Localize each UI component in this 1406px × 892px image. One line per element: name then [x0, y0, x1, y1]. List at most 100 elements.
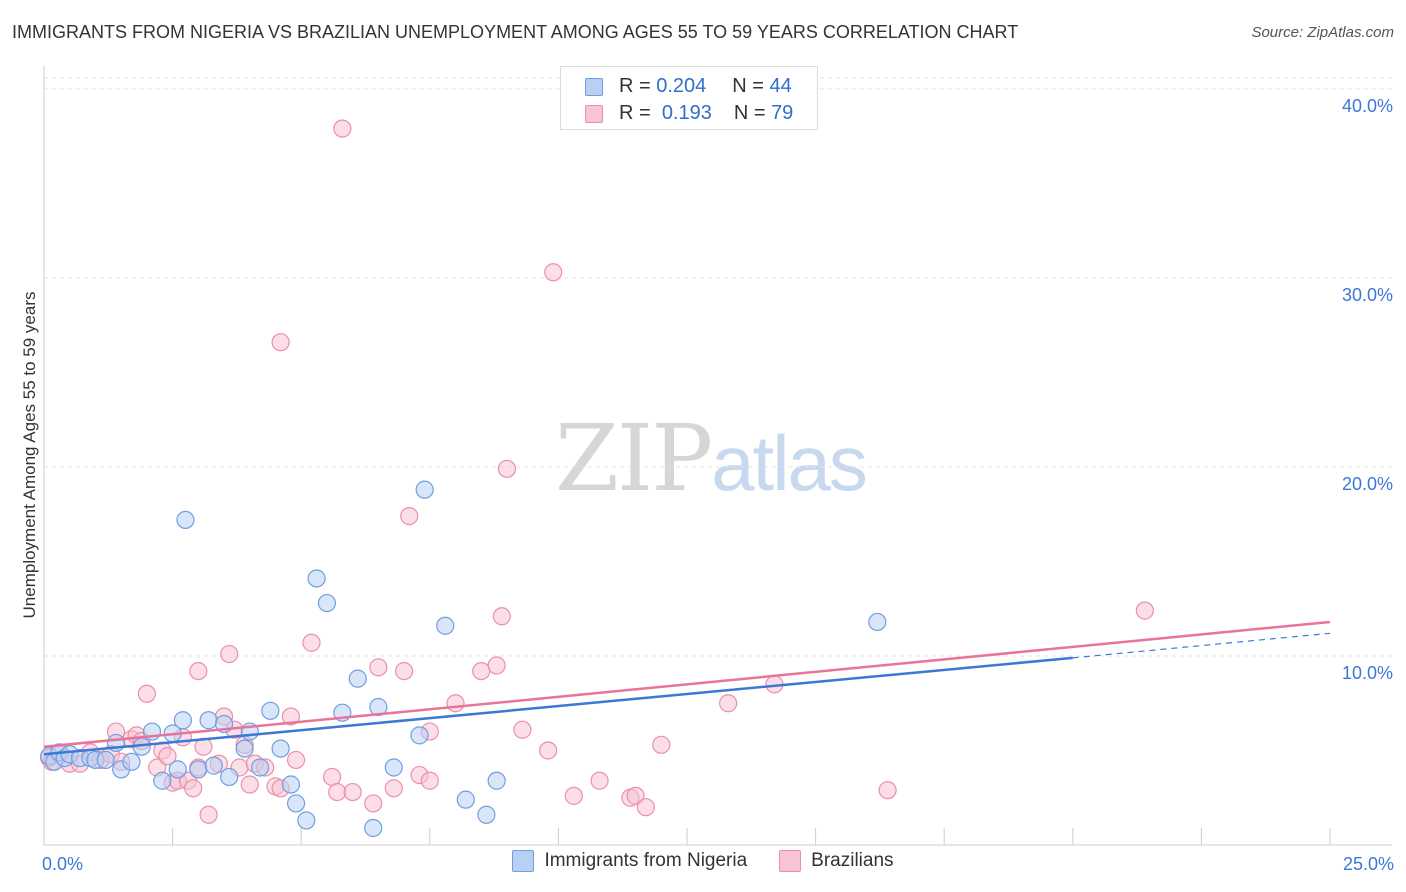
y-tick-label: 40.0% — [1342, 96, 1393, 116]
brazilians-point — [719, 694, 738, 713]
brazilians-point — [384, 779, 403, 798]
n-label: N = — [732, 75, 764, 97]
brazilians-point — [286, 750, 306, 770]
legend-label-brazilians: Brazilians — [811, 850, 894, 871]
nigeria-point — [176, 510, 195, 529]
brazilians-point — [564, 786, 583, 805]
legend-item-nigeria[interactable]: Immigrants from Nigeria — [512, 850, 747, 872]
brazilians-point — [636, 798, 655, 817]
n-value: 44 — [769, 75, 792, 97]
nigeria-point — [199, 711, 218, 730]
nigeria-point — [153, 771, 172, 790]
y-axis-label: Unemployment Among Ages 55 to 59 years — [20, 291, 39, 619]
nigeria-trend-line — [43, 656, 1073, 756]
brazilians-point — [281, 707, 301, 726]
brazilians-point — [328, 782, 347, 802]
y-tick-label: 10.0% — [1342, 663, 1393, 683]
brazilians-point — [189, 661, 208, 681]
brazilians-point — [400, 506, 419, 526]
trend-lines — [43, 620, 1331, 756]
brazilians-point — [333, 119, 352, 138]
nigeria-point — [364, 818, 383, 838]
stats-row-brazilians: R = 0.193 N = 79 — [585, 102, 793, 125]
brazilians-point — [394, 661, 414, 681]
r-value: 0.204 — [656, 75, 707, 97]
n-label: N = — [733, 102, 766, 124]
nigeria-point — [436, 616, 455, 635]
nigeria-point — [415, 480, 434, 499]
brazilians-point — [343, 782, 362, 802]
nigeria-point — [261, 701, 280, 720]
brazilians-point — [590, 771, 609, 790]
brazilians-point — [544, 263, 563, 282]
grid-lines — [44, 77, 1392, 657]
y-tick-label: 20.0% — [1342, 474, 1393, 494]
r-label: R = — [619, 102, 651, 124]
nigeria-point — [307, 569, 326, 588]
r-label: R = — [619, 75, 651, 97]
brazilians-point — [137, 684, 156, 703]
brazilians-point — [364, 794, 383, 813]
nigeria-point — [204, 756, 223, 775]
chart-title: IMMIGRANTS FROM NIGERIA VS BRAZILIAN UNE… — [12, 22, 1019, 42]
brazilians-point — [446, 694, 465, 713]
nigeria-point — [286, 794, 306, 813]
legend-label-nigeria: Immigrants from Nigeria — [544, 850, 748, 871]
brazilians-point — [513, 720, 532, 739]
brazilians-point — [652, 735, 671, 754]
watermark-atlas: atlas — [711, 419, 868, 507]
nigeria-point — [220, 767, 239, 787]
brazilians-point — [220, 644, 239, 664]
nigeria-point — [168, 760, 187, 779]
nigeria-point — [189, 760, 208, 779]
nigeria-point — [317, 593, 337, 613]
source-label: Source: ZipAtlas.com — [1251, 24, 1394, 41]
nigeria-point — [868, 612, 887, 632]
nigeria-point — [410, 726, 429, 745]
brazilians-legend-swatch — [779, 850, 802, 872]
brazilians-point — [539, 741, 558, 760]
watermark-zip: ZIP — [555, 405, 713, 512]
nigeria-swatch — [585, 77, 603, 96]
legend: Immigrants from Nigeria Brazilians — [0, 850, 1406, 872]
nigeria-point — [235, 739, 254, 758]
nigeria-point — [173, 711, 192, 730]
stats-row-nigeria: R = 0.204 N = 44 — [585, 75, 792, 98]
n-value: 79 — [771, 102, 794, 124]
brazilians-point — [302, 633, 321, 652]
nigeria-point — [477, 805, 496, 824]
stats-box: R = 0.204 N = 44 R = 0.193 N = 79 — [560, 66, 818, 130]
tick-labels: 10.0% 20.0% 30.0% 40.0% 0.0% 25.0% — [42, 96, 1394, 874]
brazilians-point — [492, 607, 511, 626]
nigeria-point — [96, 750, 115, 770]
nigeria-point — [456, 790, 475, 809]
x-tick-label: 0.0% — [42, 854, 83, 874]
nigeria-point — [348, 669, 367, 688]
nigeria-point — [297, 811, 316, 830]
nigeria-point — [250, 758, 270, 777]
nigeria-point — [384, 758, 403, 777]
brazilians-point — [472, 661, 491, 681]
nigeria-point — [281, 775, 301, 794]
nigeria-legend-swatch — [512, 850, 535, 872]
watermark: ZIPatlas — [555, 405, 868, 512]
brazilians-point — [240, 775, 259, 794]
legend-item-brazilians[interactable]: Brazilians — [779, 850, 894, 872]
brazilians-point — [271, 333, 290, 352]
brazilians-point — [322, 767, 342, 787]
brazilians-swatch — [585, 104, 603, 123]
brazilians-point — [184, 779, 203, 798]
brazilians-point — [199, 805, 218, 824]
brazilians-point — [158, 747, 177, 766]
brazilians-trend-line — [43, 620, 1331, 748]
x-tick-label: 25.0% — [1343, 854, 1394, 874]
brazilians-point — [369, 658, 388, 677]
brazilians-point — [487, 656, 506, 675]
r-value: 0.193 — [661, 102, 712, 124]
nigeria-trend-extension — [1072, 632, 1331, 659]
axes — [43, 66, 1392, 846]
brazilians-point — [626, 786, 645, 805]
nigeria-point — [487, 771, 506, 790]
brazilians-point — [497, 459, 517, 478]
